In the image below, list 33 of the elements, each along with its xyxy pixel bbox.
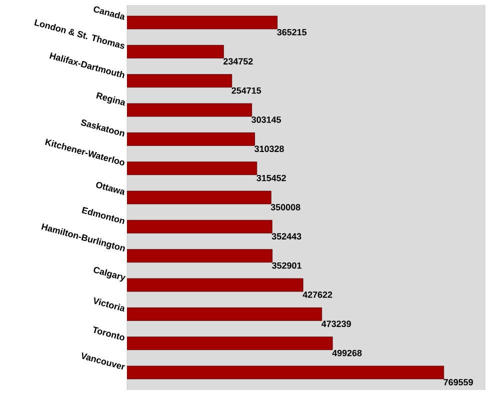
bar	[127, 249, 272, 263]
bar	[127, 74, 232, 88]
data-label: 499268	[332, 350, 362, 356]
bar	[127, 44, 224, 58]
y-tick-label: Calgary	[94, 266, 126, 282]
y-tick-label: Toronto	[93, 326, 124, 340]
data-label: 350008	[270, 204, 300, 210]
data-label: 769559	[444, 379, 473, 386]
bar	[127, 103, 252, 117]
bar	[127, 132, 255, 146]
data-label: 310328	[254, 146, 284, 152]
data-label: 352901	[272, 262, 302, 269]
data-label: 234752	[223, 58, 253, 65]
bar	[127, 190, 272, 204]
y-tick-label: Canada	[94, 6, 124, 20]
data-label: 352443	[272, 233, 302, 240]
data-label: 254715	[232, 87, 262, 94]
bar	[127, 278, 304, 292]
y-tick-label: Victoria	[94, 297, 124, 312]
y-tick-label: Ottawa	[96, 182, 124, 195]
data-label: 315452	[256, 174, 286, 182]
data-label: 427622	[302, 292, 332, 298]
y-tick-label: Regina	[96, 92, 125, 106]
bar	[127, 366, 444, 380]
bar	[127, 336, 333, 350]
bar	[127, 162, 258, 176]
bar	[127, 220, 272, 234]
bar	[127, 307, 322, 321]
y-tick-label: London & St. Thomas	[34, 19, 124, 49]
data-label: 473239	[321, 320, 351, 328]
data-label: 303145	[252, 116, 281, 123]
bar	[127, 16, 278, 30]
data-label: 365215	[277, 29, 307, 36]
